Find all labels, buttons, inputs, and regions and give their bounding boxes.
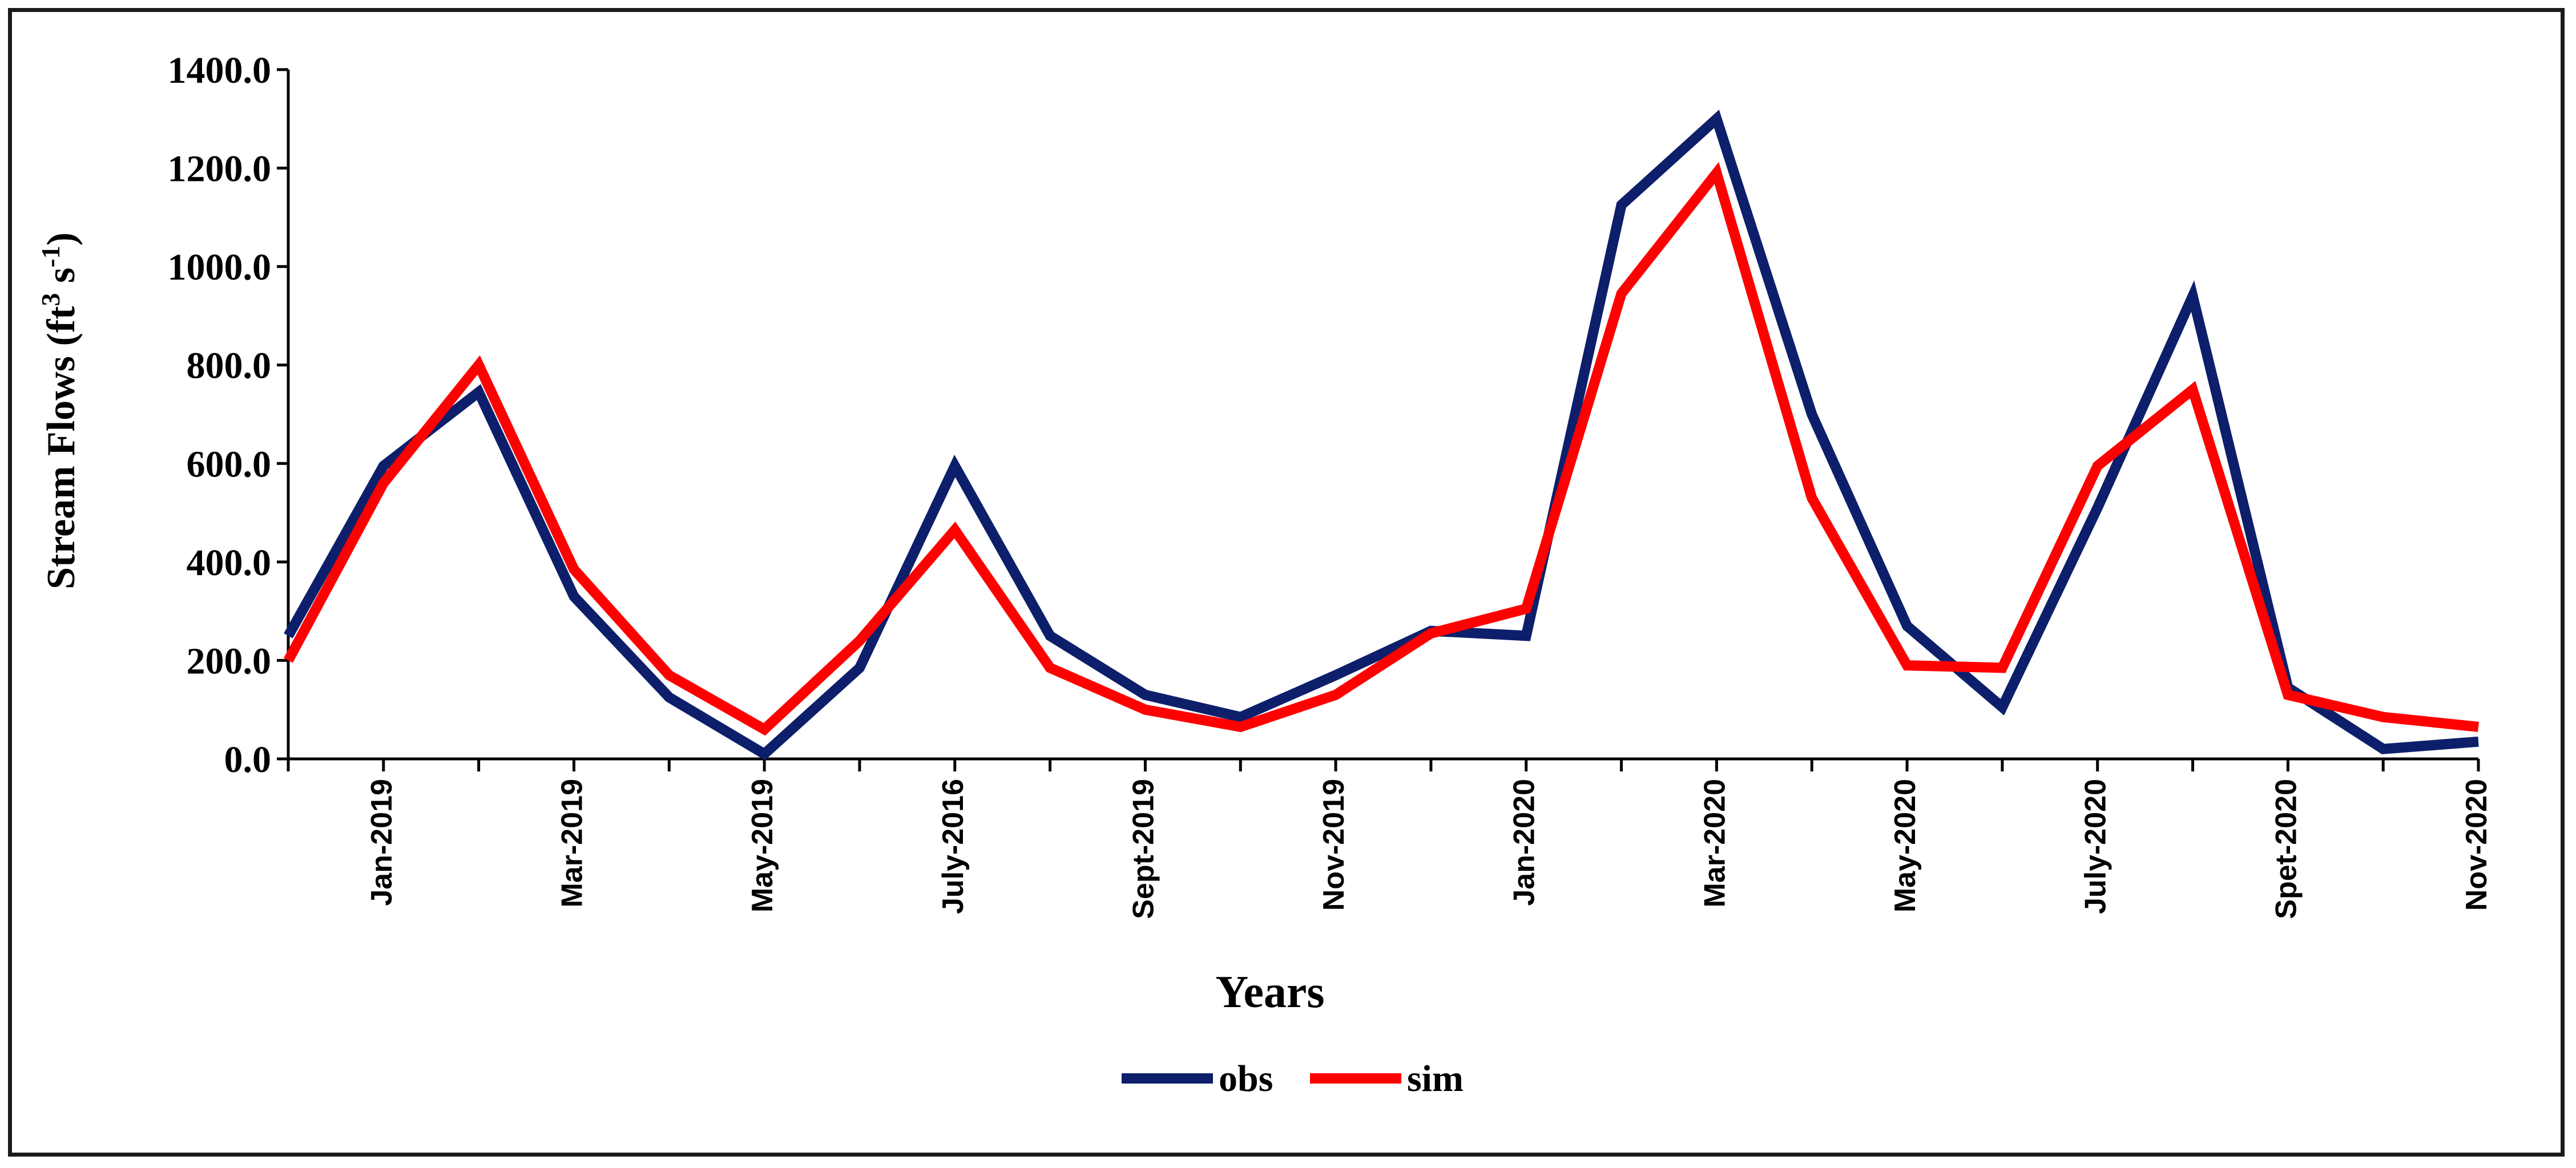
chart-frame [8, 8, 2565, 1157]
legend: obs sim [1122, 1058, 1464, 1100]
x-tick-label: Nov-2019 [1317, 779, 1351, 911]
x-tick-label: July-2020 [2079, 779, 2113, 914]
y-tick-label: 0.0 [224, 739, 272, 781]
x-tick-label: July-2016 [937, 779, 970, 914]
legend-label-obs: obs [1219, 1058, 1273, 1100]
x-tick-label: Mar-2020 [1698, 779, 1731, 907]
x-tick-label: Jan-2020 [1508, 779, 1541, 906]
y-axis-title-main: Stream Flows (ft [39, 306, 83, 589]
y-axis-title-close: ) [39, 232, 83, 245]
x-tick-label: Sept-2019 [1127, 779, 1160, 919]
y-tick-label: 1400.0 [168, 50, 272, 91]
x-tick-label: Nov-2020 [2460, 779, 2493, 911]
series-line-sim [284, 161, 2479, 736]
x-tick-label: Jan-2019 [365, 779, 398, 906]
series-lines [284, 110, 2479, 761]
y-tick-label: 400.0 [187, 542, 272, 584]
y-axis-title-sup-minus-1: -1 [36, 245, 65, 267]
y-tick-label: 800.0 [187, 345, 272, 387]
x-tick-label: Mar-2019 [555, 779, 588, 907]
y-axis-ticks: 0.0 200.0 400.0 600.0 800.0 1000.0 1200.0 1400.… [168, 50, 288, 781]
axes [287, 70, 2478, 761]
x-tick-label: Spet-2020 [2269, 779, 2303, 919]
y-tick-label: 1000.0 [168, 246, 272, 288]
x-axis-title: Years [1215, 967, 1324, 1017]
x-tick-label: May-2019 [746, 779, 779, 912]
y-axis-title-sup-3: 3 [36, 293, 65, 306]
y-tick-label: 600.0 [187, 443, 272, 485]
x-tick-label: May-2020 [1889, 779, 1922, 912]
y-axis-title-s: s [39, 268, 83, 293]
x-axis-ticks: Jan-2019 Mar-2019 May-2019 July-2016 Sept-20… [287, 759, 2493, 919]
y-tick-label: 1200.0 [168, 148, 272, 190]
series-line-obs [284, 110, 2479, 761]
legend-label-sim: sim [1407, 1058, 1464, 1100]
y-tick-label: 200.0 [187, 640, 272, 682]
y-axis-title: Stream Flows (ft3 s-1) [36, 232, 83, 589]
